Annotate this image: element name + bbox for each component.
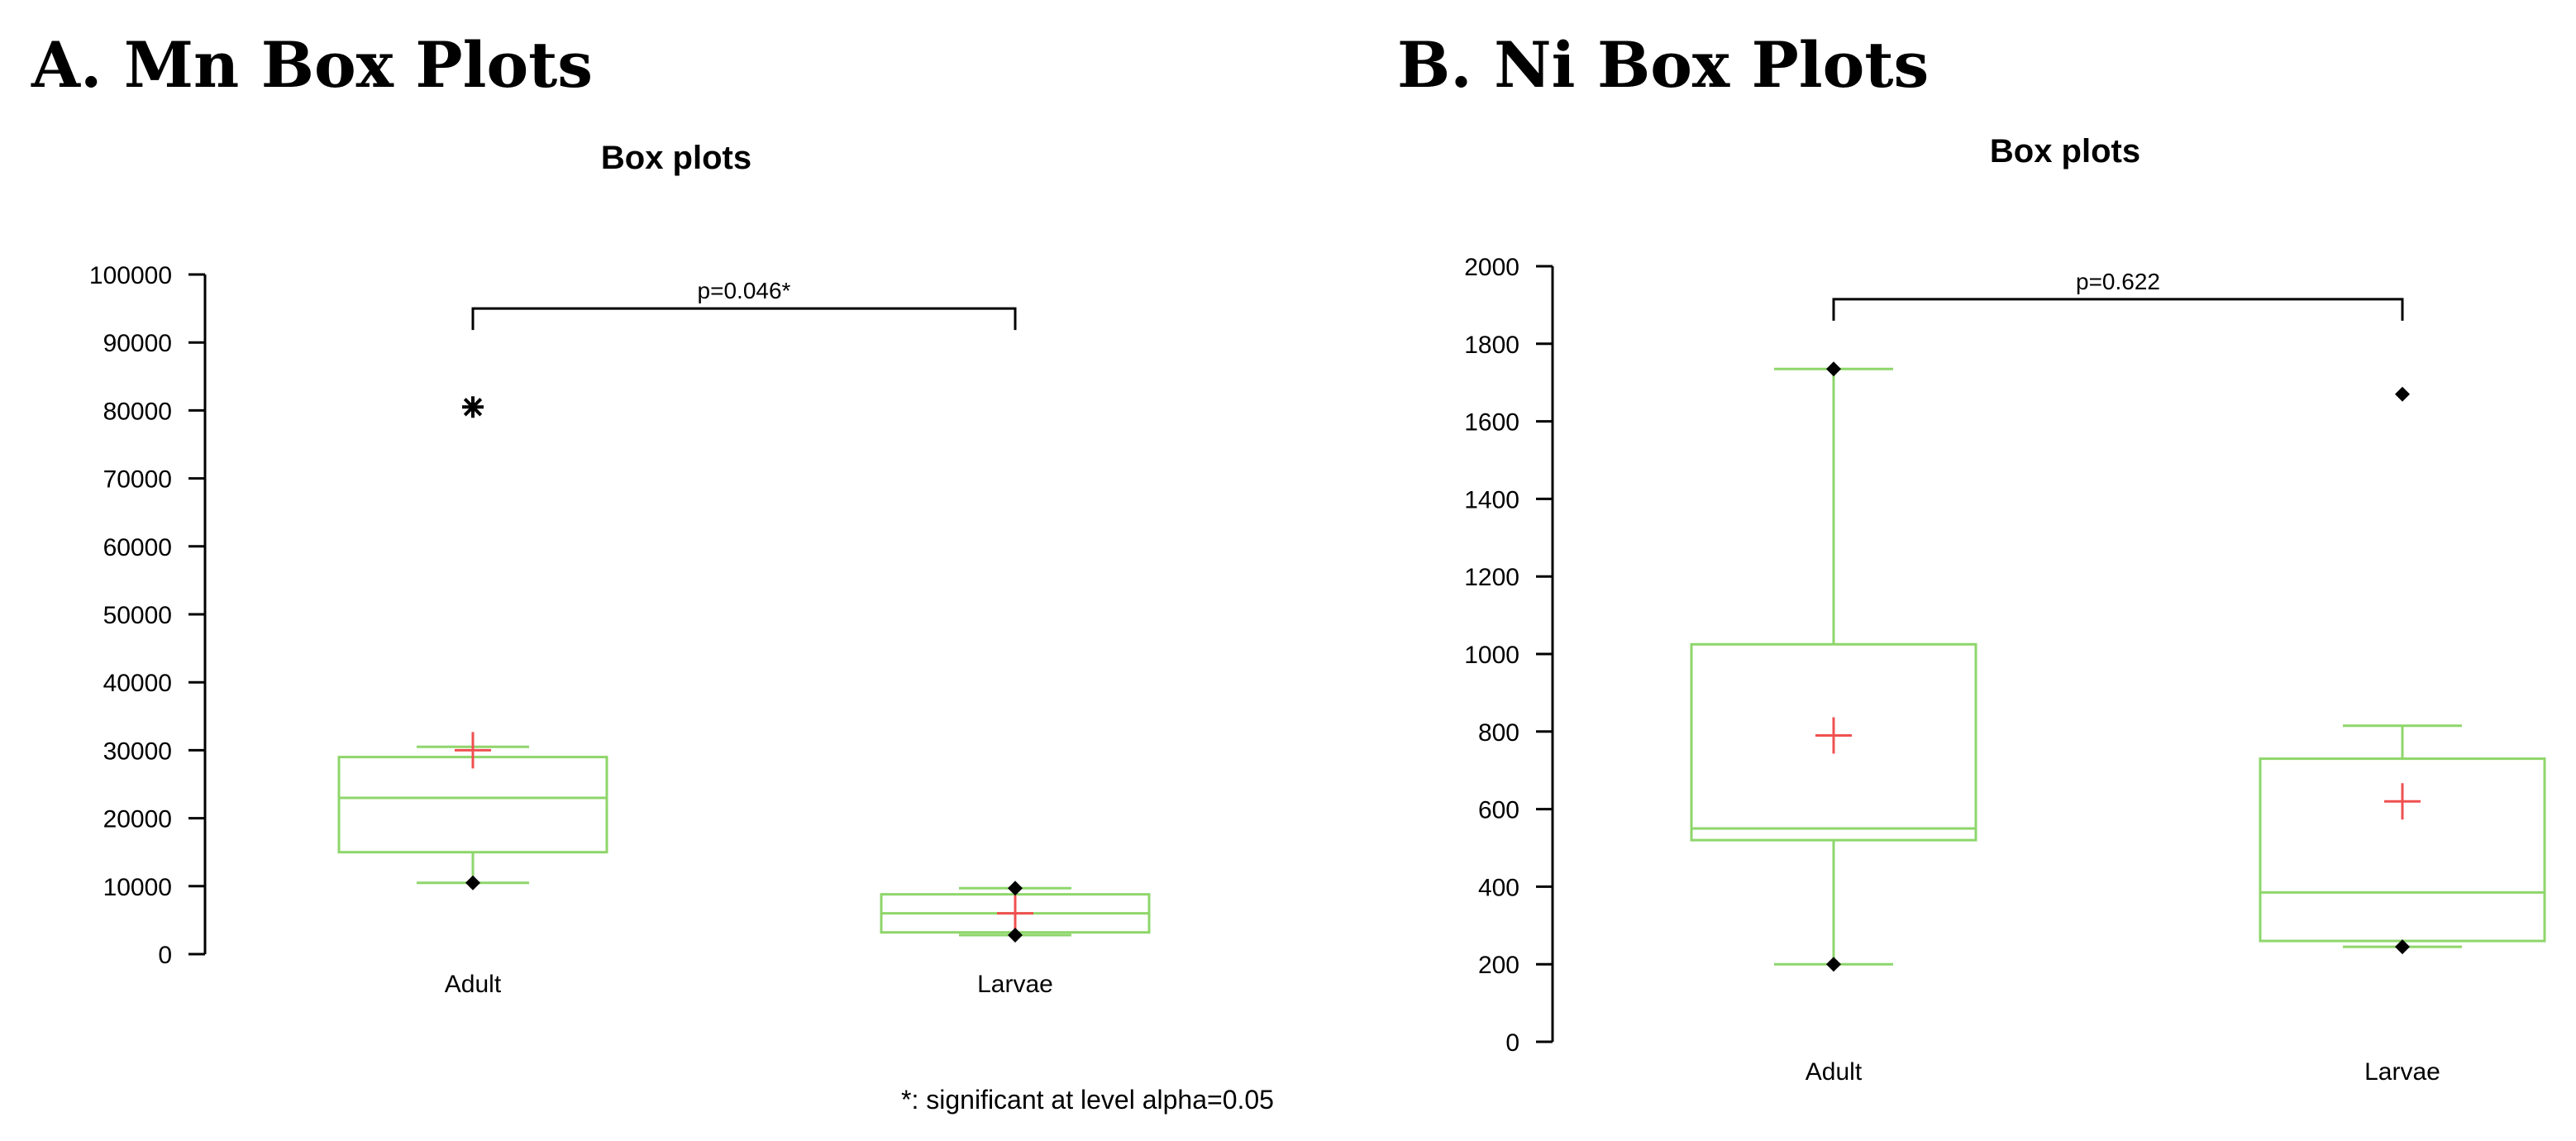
plot-title: Box plots <box>1990 133 2140 169</box>
y-tick-label: 70000 <box>103 466 172 494</box>
y-tick-label: 10000 <box>103 874 172 901</box>
y-tick-label: 1000 <box>1464 642 1519 669</box>
y-tick-label: 1200 <box>1464 564 1519 591</box>
min-point <box>2395 939 2410 955</box>
y-tick-label: 50000 <box>103 602 172 629</box>
y-tick-label: 30000 <box>103 738 172 765</box>
y-tick-label: 400 <box>1478 874 1519 901</box>
min-point <box>465 875 480 890</box>
comparison-bracket <box>1832 298 2404 321</box>
min-point <box>1008 927 1023 943</box>
x-category-label: Larvae <box>2364 1058 2440 1086</box>
y-tick-label: 80000 <box>103 398 172 425</box>
comparison-bracket <box>471 307 1017 331</box>
min-point <box>1826 957 1841 972</box>
box-iqr <box>1690 642 1977 842</box>
y-tick-label: 2000 <box>1464 254 1519 281</box>
max-point <box>1826 361 1841 377</box>
outlier-stroke <box>463 398 483 417</box>
x-category-label: Adult <box>1806 1058 1863 1086</box>
y-tick-label: 1800 <box>1464 332 1519 359</box>
ni-box-plot: Box plots 0 200 400 600 800 1000 1200 1400 1600 18… <box>1464 133 2546 1086</box>
y-tick-label: 20000 <box>103 806 172 833</box>
y-tick-label: 200 <box>1478 952 1519 979</box>
outlier-point <box>462 396 484 418</box>
p-value-label: p=0.046* <box>698 278 791 303</box>
y-tick-label: 40000 <box>103 670 172 697</box>
significance-footnote: *: significant at level alpha=0.05 <box>901 1085 1274 1115</box>
y-tick-label: 60000 <box>103 534 172 561</box>
y-tick-label: 600 <box>1478 797 1519 824</box>
box-iqr <box>337 756 608 854</box>
x-category-label: Larvae <box>977 971 1053 998</box>
y-tick-label: 0 <box>1505 1029 1519 1057</box>
y-tick-label: 1600 <box>1464 409 1519 437</box>
y-tick-label: 100000 <box>89 262 172 289</box>
y-tick-label: 90000 <box>103 330 172 357</box>
y-tick-label: 1400 <box>1464 486 1519 513</box>
y-tick-label: 0 <box>158 942 172 969</box>
mn-box-plot: Box plots 0 10000 20000 30000 40000 50000 60000… <box>89 140 1151 998</box>
panel-b-title: B. Ni Box Plots <box>1397 28 1930 102</box>
plot-title: Box plots <box>601 140 751 176</box>
max-point <box>1008 881 1023 896</box>
x-category-label: Adult <box>445 971 502 998</box>
max-point <box>2395 386 2410 402</box>
panel-a-title: A. Mn Box Plots <box>31 28 594 102</box>
y-tick-label: 800 <box>1478 719 1519 747</box>
p-value-label: p=0.622 <box>2076 269 2160 294</box>
